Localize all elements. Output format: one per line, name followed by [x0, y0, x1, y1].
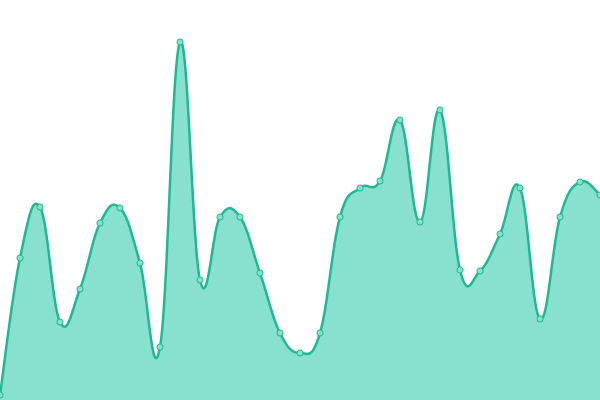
point	[316, 329, 324, 337]
point	[96, 219, 104, 227]
point	[456, 266, 464, 274]
point	[476, 267, 484, 275]
point	[396, 116, 404, 124]
point	[336, 213, 344, 221]
point	[16, 254, 24, 262]
point	[196, 276, 204, 284]
point	[176, 38, 184, 46]
point	[496, 230, 504, 238]
point	[236, 213, 244, 221]
point	[56, 318, 64, 326]
point	[516, 184, 524, 192]
point	[136, 259, 144, 267]
point	[36, 203, 44, 211]
point	[116, 204, 124, 212]
point	[576, 178, 584, 186]
point	[76, 285, 84, 293]
point	[256, 269, 264, 277]
point	[376, 177, 384, 185]
area	[0, 41, 600, 400]
point	[216, 213, 224, 221]
point	[156, 343, 164, 351]
point	[436, 106, 444, 114]
point	[596, 191, 600, 199]
point	[356, 184, 364, 192]
point	[296, 349, 304, 357]
point	[276, 329, 284, 337]
point	[0, 391, 4, 399]
point	[536, 315, 544, 323]
point	[416, 218, 424, 226]
point	[556, 213, 564, 221]
